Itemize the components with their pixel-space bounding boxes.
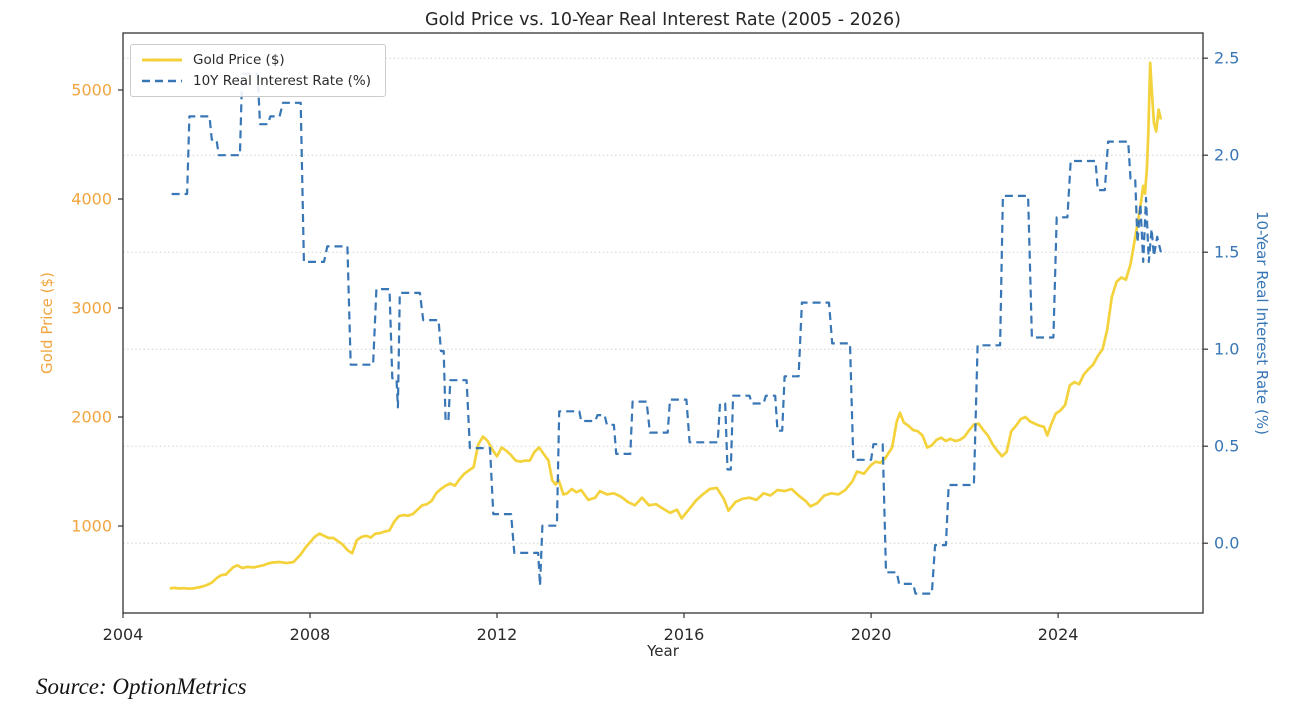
chart-container: 2004 2008 2012 2016 2020 2024 1000 2000 3000 4000…: [38, 10, 1271, 660]
right-y-tick-label: 2.5: [1214, 49, 1239, 68]
legend-item-gold: Gold Price ($): [141, 52, 371, 68]
right-y-tick-label: 0.0: [1214, 534, 1239, 553]
x-tick-label: 2020: [851, 625, 892, 644]
x-axis-label: Year: [646, 642, 680, 660]
right-y-tick-label: 1.0: [1214, 340, 1239, 359]
left-y-axis-label: Gold Price ($): [38, 272, 56, 374]
legend-item-rate: 10Y Real Interest Rate (%): [141, 73, 371, 89]
left-y-tick-label: 2000: [71, 408, 112, 427]
gridlines: [123, 57, 1203, 544]
legend-label-rate: 10Y Real Interest Rate (%): [193, 73, 372, 89]
right-y-tick-label: 1.5: [1214, 243, 1239, 262]
series-lines: [169, 61, 1163, 595]
right-y-tick-label: 0.5: [1214, 437, 1239, 456]
right-y-tick-label: 2.0: [1214, 146, 1239, 165]
left-y-tick-label: 4000: [71, 190, 112, 209]
x-tick-label: 2016: [664, 625, 705, 644]
x-tick-label: 2004: [103, 625, 144, 644]
x-tick-label: 2008: [290, 625, 331, 644]
right-y-axis-label: 10-Year Real Interest Rate (%): [1253, 211, 1271, 435]
legend: Gold Price ($) 10Y Real Interest Rate (%…: [130, 44, 387, 97]
source-note: Source: OptionMetrics: [36, 674, 247, 699]
x-tick-label: 2012: [477, 625, 518, 644]
chart-title: Gold Price vs. 10-Year Real Interest Rat…: [425, 10, 901, 30]
left-y-tick-label: 5000: [71, 81, 112, 100]
gold-price-line: [169, 61, 1163, 591]
x-tick-label: 2024: [1038, 625, 1079, 644]
tick-marks: [118, 57, 1208, 618]
left-y-tick-label: 3000: [71, 299, 112, 318]
gold-line-swatch-icon: [142, 58, 182, 62]
tick-labels: 2004 2008 2012 2016 2020 2024 1000 2000 3000 4000…: [71, 49, 1239, 644]
left-y-tick-label: 1000: [71, 517, 112, 536]
plot-border: [122, 32, 1204, 614]
blue-dashed-swatch-icon: [142, 79, 182, 83]
legend-label-gold: Gold Price ($): [193, 52, 285, 68]
real-rate-line: [171, 72, 1162, 595]
chart-canvas: 2004 2008 2012 2016 2020 2024 1000 2000 3000 4000…: [38, 10, 1271, 660]
